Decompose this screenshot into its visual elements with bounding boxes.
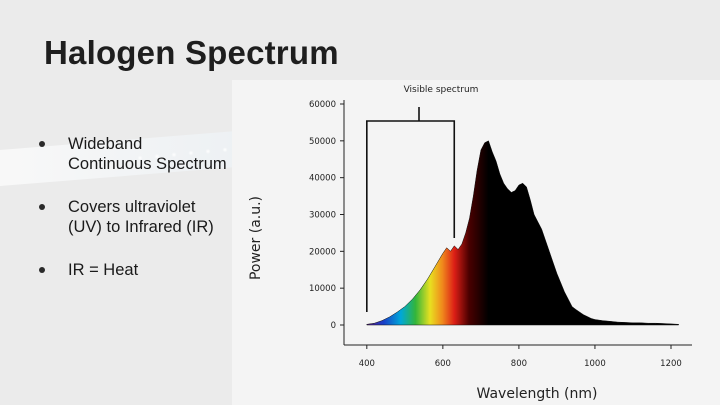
- spectrum-area: [366, 140, 679, 326]
- visible-spectrum-bracket: [366, 120, 456, 312]
- bullet-dot-icon: [39, 204, 45, 210]
- bullet-text: Covers ultraviolet (UV) to Infrared (IR): [68, 198, 214, 236]
- x-tick-label: 800: [511, 359, 527, 369]
- bullet-text: Wideband Continuous Spectrum: [68, 135, 227, 173]
- bullet-item: Covers ultraviolet (UV) to Infrared (IR): [38, 197, 228, 237]
- bullet-item: IR = Heat: [38, 260, 228, 280]
- led-dot: [154, 153, 160, 159]
- x-axis-title: Wavelength (nm): [477, 386, 598, 402]
- bullet-dot-icon: [39, 141, 45, 147]
- bullet-item: Wideband Continuous Spectrum: [38, 134, 228, 174]
- bullet-list: Wideband Continuous Spectrum Covers ultr…: [38, 134, 228, 280]
- y-tick-label: 10000: [309, 284, 336, 294]
- visible-spectrum-label: Visible spectrum: [404, 85, 479, 95]
- led-dot: [137, 155, 143, 161]
- y-axis-title: Power (a.u.): [248, 196, 264, 280]
- slide-title: Halogen Spectrum: [44, 34, 339, 71]
- led-dot: [188, 150, 194, 156]
- y-tick-label: 50000: [309, 137, 336, 147]
- bullet-dot-icon: [39, 267, 45, 273]
- x-tick-label: 400: [359, 359, 375, 369]
- x-tick-label: 1000: [584, 359, 606, 369]
- y-tick-label: 20000: [309, 247, 336, 257]
- y-tick-label: 40000: [309, 174, 336, 184]
- y-tick-label: 60000: [309, 100, 336, 110]
- y-tick-label: 0: [331, 321, 336, 331]
- bullet-text: IR = Heat: [68, 261, 139, 279]
- x-tick-label: 1200: [660, 359, 682, 369]
- led-dot: [205, 148, 211, 154]
- x-tick-label: 600: [435, 359, 451, 369]
- led-dot: [222, 147, 228, 153]
- y-tick-label: 30000: [309, 211, 336, 221]
- led-dot: [171, 152, 177, 158]
